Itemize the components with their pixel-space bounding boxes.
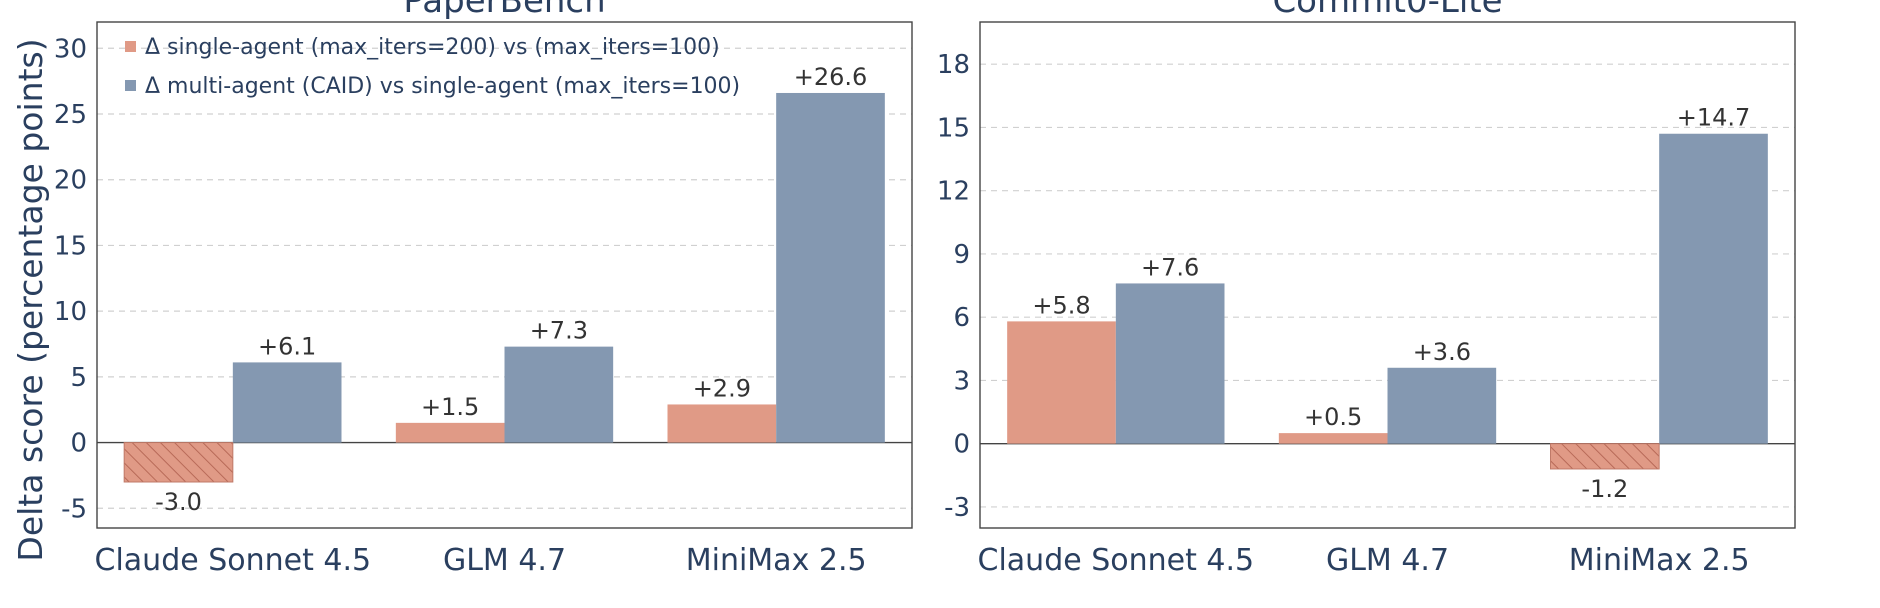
bar-value-label: +3.6 — [1413, 338, 1471, 366]
plot-frame — [96, 21, 913, 529]
legend-item: Δ multi-agent (CAID) vs single-agent (ma… — [125, 74, 740, 99]
plot-frame — [979, 21, 1796, 529]
category-label: MiniMax 2.5 — [686, 543, 867, 578]
bar-single-agent — [1278, 433, 1388, 444]
bar-value-label: +0.5 — [1304, 403, 1362, 431]
y-tick-label: 9 — [953, 240, 970, 270]
bar-single-agent — [123, 442, 234, 483]
panel-2: -3 0 3 6 9 12 15 18 +5.8 +7.6 Claude Sonnet 4.5 +0.… — [937, 0, 1796, 578]
bar-value-label: +1.5 — [421, 393, 479, 421]
category-label: MiniMax 2.5 — [1569, 543, 1750, 578]
legend-label: Δ multi-agent (CAID) vs single-agent (ma… — [145, 74, 740, 99]
bar-value-label: +7.3 — [530, 317, 588, 345]
bar-single-agent — [395, 422, 505, 443]
y-tick-label: 15 — [937, 113, 970, 143]
category-label: Claude Sonnet 4.5 — [978, 543, 1255, 578]
chart-title: PaperBench — [403, 0, 605, 21]
y-tick-label: 18 — [937, 50, 970, 80]
bar-multi-agent — [504, 346, 614, 443]
bar-value-label: +26.6 — [794, 63, 868, 91]
y-tick-label: 30 — [54, 34, 87, 64]
bar-value-label: +6.1 — [258, 332, 316, 360]
y-tick-label: 10 — [54, 297, 87, 327]
y-tick-label: 25 — [54, 100, 87, 130]
y-tick-label: 0 — [953, 430, 970, 460]
y-tick-label: 6 — [953, 303, 970, 333]
legend-label: Δ single-agent (max_iters=200) vs (max_i… — [145, 35, 720, 60]
bar-multi-agent — [1115, 283, 1225, 444]
y-tick-label: -5 — [61, 494, 87, 524]
y-axis-label: Delta score (percentage points) — [11, 38, 50, 561]
panel-1: -5 0 5 10 15 20 25 30 -3.0 +6.1 Claude Sonnet 4.5 +… — [54, 0, 913, 578]
legend-swatch — [125, 41, 136, 52]
bar-single-agent — [667, 404, 777, 443]
bar-value-label: +2.9 — [693, 374, 751, 402]
y-tick-label: 15 — [54, 231, 87, 261]
category-label: GLM 4.7 — [443, 543, 566, 578]
y-tick-label: 12 — [937, 177, 970, 207]
y-tick-label: 20 — [54, 166, 87, 196]
bar-single-agent — [1550, 443, 1660, 470]
y-tick-label: 3 — [953, 366, 970, 396]
bar-multi-agent — [1387, 367, 1497, 444]
bar-multi-agent — [232, 362, 342, 443]
bar-multi-agent — [776, 92, 885, 443]
y-tick-label: 0 — [70, 429, 87, 459]
legend-item: Δ single-agent (max_iters=200) vs (max_i… — [125, 35, 720, 60]
bar-single-agent — [1007, 321, 1116, 444]
bar-multi-agent — [1659, 133, 1768, 444]
bar-value-label: +14.7 — [1677, 104, 1751, 132]
legend-swatch — [125, 80, 136, 91]
category-label: GLM 4.7 — [1326, 543, 1449, 578]
bar-value-label: -1.2 — [1581, 475, 1628, 503]
y-tick-label: 5 — [70, 363, 87, 393]
chart-title: Commit0-Lite — [1272, 0, 1502, 21]
bar-value-label: -3.0 — [155, 488, 202, 516]
bar-value-label: +7.6 — [1141, 253, 1199, 281]
legend: Δ single-agent (max_iters=200) vs (max_i… — [125, 35, 740, 99]
y-tick-label: -3 — [944, 493, 970, 523]
category-label: Claude Sonnet 4.5 — [95, 543, 372, 578]
bar-value-label: +5.8 — [1032, 291, 1090, 319]
